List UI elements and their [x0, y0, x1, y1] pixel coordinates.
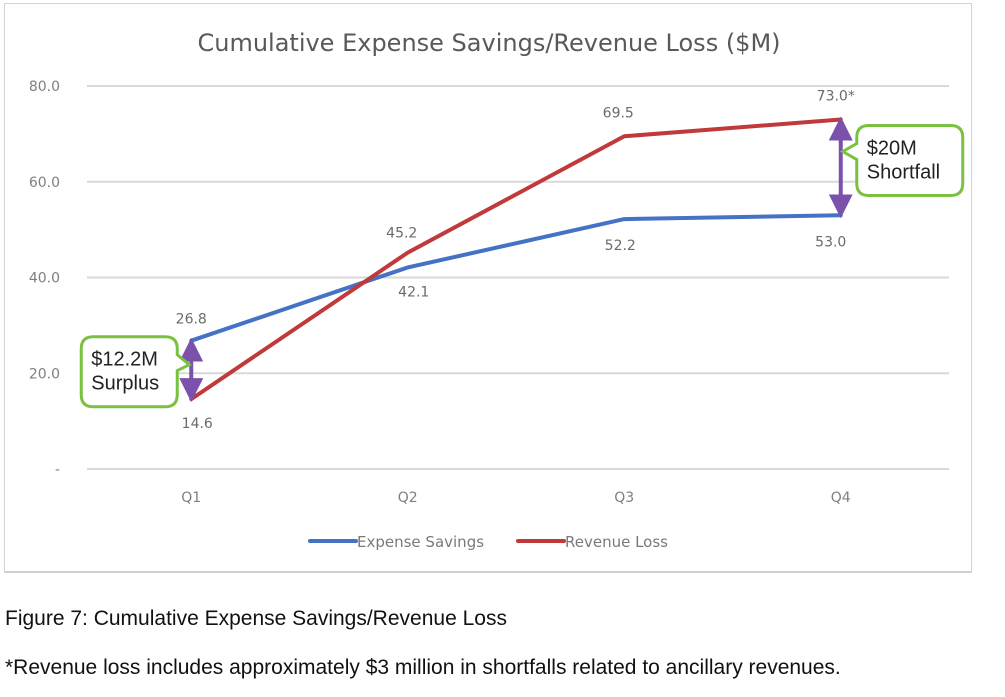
y-tick-label: 20.0 — [29, 366, 60, 382]
y-tick-label: 40.0 — [29, 271, 60, 287]
callout-text: Shortfall — [867, 162, 940, 184]
y-tick-label: 60.0 — [29, 175, 60, 191]
x-tick-label: Q4 — [831, 490, 851, 506]
legend: Expense Savings Revenue Loss — [308, 533, 668, 551]
chart-title: Cumulative Expense Savings/Revenue Loss … — [197, 29, 780, 57]
series-line-revenue-loss — [189, 117, 843, 402]
y-tick-label: - — [55, 462, 60, 478]
callout-box — [839, 124, 965, 198]
figure-caption: Figure 7: Cumulative Expense Savings/Rev… — [5, 607, 507, 630]
series-lines — [189, 117, 843, 402]
data-label: 26.8 — [176, 312, 207, 328]
x-axis-ticks: Q1 Q2 Q3 Q4 — [181, 490, 851, 506]
callout-text: $20M — [867, 138, 917, 160]
footnote: *Revenue loss includes approximately $3 … — [5, 656, 841, 679]
data-label: 69.5 — [603, 105, 634, 121]
data-label: 42.1 — [398, 284, 429, 300]
y-axis-ticks: - 20.0 40.0 60.0 80.0 — [29, 79, 60, 478]
callout-text: Surplus — [91, 373, 159, 395]
data-label: 14.6 — [182, 416, 213, 432]
chart-frame: Cumulative Expense Savings/Revenue Loss … — [4, 3, 972, 573]
series-line-expense-savings — [189, 213, 843, 343]
line-chart: Cumulative Expense Savings/Revenue Loss … — [29, 29, 965, 551]
data-label: 73.0* — [817, 89, 855, 105]
x-tick-label: Q1 — [181, 490, 201, 506]
gridlines — [87, 85, 949, 470]
x-tick-label: Q3 — [614, 490, 634, 506]
legend-label-expense-savings: Expense Savings — [357, 533, 484, 551]
legend-label-revenue-loss: Revenue Loss — [565, 533, 668, 551]
data-label: 52.2 — [605, 238, 636, 254]
data-labels: 26.8 42.1 52.2 53.0 14.6 45.2 69.5 73.0* — [176, 89, 855, 433]
data-label: 53.0 — [815, 234, 846, 250]
callout-text: $12.2M — [91, 349, 158, 371]
callout-box — [79, 335, 192, 409]
data-label: 45.2 — [386, 226, 417, 242]
y-tick-label: 80.0 — [29, 79, 60, 95]
x-tick-label: Q2 — [398, 490, 418, 506]
